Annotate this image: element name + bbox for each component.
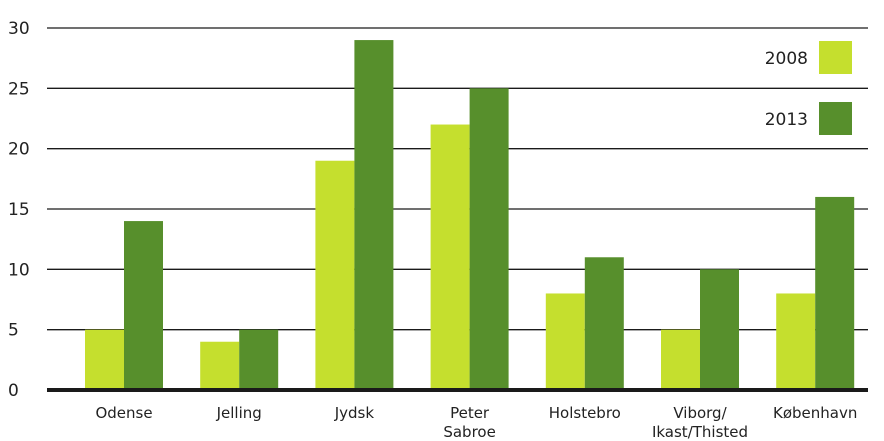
x-category-label: Holstebro <box>549 404 621 422</box>
x-category-label: Peter <box>450 404 490 422</box>
bar-2013-holstebro <box>584 257 624 390</box>
legend-swatch-2013 <box>819 102 852 135</box>
x-category-label: Ikast/Thisted <box>652 423 748 441</box>
legend-swatch-2008 <box>819 41 852 74</box>
bar-2013-k-benhavn <box>815 196 855 390</box>
bar-2008-k-benhavn <box>776 293 816 390</box>
x-category-label: Viborg/ <box>673 404 727 422</box>
y-tick-label: 0 <box>8 381 19 401</box>
bar-2008-odense <box>85 329 124 390</box>
legend-label-2008: 2008 <box>765 49 808 69</box>
bar-2013-jydsk <box>354 40 394 391</box>
y-tick-label: 25 <box>8 79 30 99</box>
y-tick-label: 15 <box>8 200 30 220</box>
legend: 2008 2013 <box>765 41 852 135</box>
y-tick-label: 30 <box>8 19 30 39</box>
bar-2008-peter-sabroe <box>430 124 470 391</box>
y-tick-label: 5 <box>8 321 19 341</box>
y-axis-ticks: 0 5 10 15 20 25 30 <box>8 19 30 401</box>
bar-2013-viborg-ikast-thisted <box>700 269 739 390</box>
legend-label-2013: 2013 <box>765 110 808 130</box>
x-category-label: Sabroe <box>443 423 495 441</box>
x-category-label: Odense <box>95 404 152 422</box>
bar-2008-holstebro <box>545 293 585 390</box>
bars <box>85 40 855 391</box>
bar-2008-viborg-ikast-thisted <box>661 329 700 390</box>
x-category-label: Jelling <box>216 404 262 422</box>
bar-2013-jelling <box>239 329 279 390</box>
y-tick-label: 20 <box>8 140 30 160</box>
bar-2008-jelling <box>200 341 240 390</box>
bar-2013-odense <box>124 221 163 390</box>
y-tick-label: 10 <box>8 260 30 280</box>
x-category-label: København <box>773 404 857 422</box>
bar-2008-jydsk <box>315 160 355 390</box>
x-category-label: Jydsk <box>334 404 375 422</box>
bar-2013-peter-sabroe <box>469 88 509 390</box>
